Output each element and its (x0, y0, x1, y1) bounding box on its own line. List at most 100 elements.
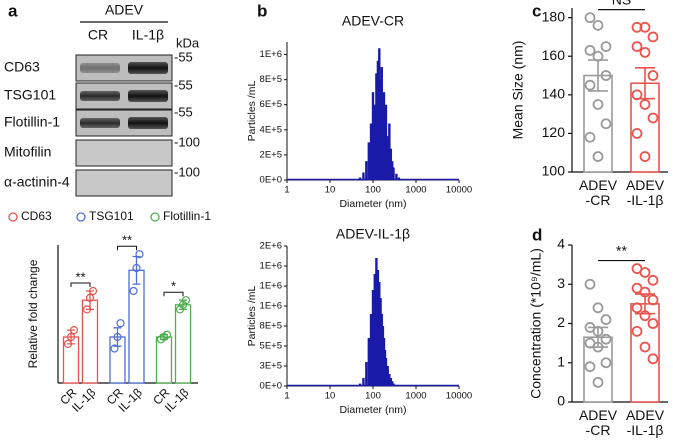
data-point (631, 128, 643, 139)
legend-marker (150, 212, 160, 222)
data-point (639, 267, 651, 278)
y-tick-label: 2E+5 (260, 149, 282, 160)
data-point (63, 339, 73, 348)
protein-label: TSG101 (4, 87, 56, 103)
chart-title: ADEV-IL-1β (336, 226, 410, 242)
data-point (584, 131, 596, 143)
y-tick-label: 0 (557, 393, 565, 409)
legend-label: CD63 (21, 209, 52, 223)
data-point (69, 326, 79, 335)
y-tick-label: 2E+6 (260, 241, 282, 252)
y-tick-label: 0E+0 (260, 381, 282, 392)
data-point (584, 45, 596, 56)
histogram-bar (378, 48, 381, 180)
y-tick-label: 120 (542, 124, 566, 140)
significance-label: * (171, 279, 176, 294)
data-point (631, 325, 643, 337)
histogram-bar (391, 161, 394, 180)
histogram-bar (395, 384, 398, 386)
histogram-bar (391, 381, 394, 386)
data-point (647, 112, 659, 124)
data-point (135, 250, 144, 259)
data-point (600, 314, 612, 325)
histogram-bar (384, 104, 388, 180)
histogram-bar (397, 177, 401, 180)
y-tick-label: 160 (542, 47, 566, 63)
histogram-bar (369, 123, 373, 180)
y-tick-label: 1E+6 (260, 281, 282, 292)
data-point (584, 361, 596, 373)
histogram-bar (358, 383, 362, 386)
protein-label: α-actinin-4 (4, 174, 70, 190)
data-point (116, 319, 125, 328)
y-tick-label: 140 (542, 86, 566, 102)
x-tick-label: ADEV -CR (578, 177, 618, 208)
blot-band (128, 90, 168, 102)
mw-marker: -100 (174, 164, 200, 179)
histogram-bar (367, 142, 371, 180)
y-tick-label: 5E+5 (260, 341, 282, 352)
histogram-bar (358, 177, 362, 180)
histogram-bar (369, 314, 373, 386)
legend-marker (76, 212, 86, 222)
histogram-bar (373, 104, 376, 180)
blot-band (80, 63, 120, 73)
data-point (584, 278, 596, 290)
histogram-bar (379, 298, 382, 386)
x-tick-label: 100 (365, 185, 381, 196)
x-tick-label: 1 (284, 391, 289, 402)
data-point (639, 341, 651, 353)
error-bar (588, 59, 608, 92)
data-point (600, 70, 612, 81)
data-point (631, 21, 643, 33)
x-tick-label: 1000 (405, 391, 426, 402)
data-point (631, 302, 643, 314)
data-point (647, 294, 659, 306)
y-tick-label: 1E+6 (260, 49, 282, 60)
histogram-bar (375, 73, 378, 180)
chart-title: ADEV-CR (342, 13, 404, 29)
mw-marker: -55 (174, 49, 193, 64)
data-point (592, 151, 604, 162)
y-tick-label: 8E+5 (260, 74, 282, 85)
histogram-bar (362, 172, 365, 180)
x-axis-label: Diameter (nm) (339, 198, 406, 210)
data-point (66, 332, 76, 342)
x-tick-label: 100 (365, 391, 381, 402)
y-axis-label: Particles /mL (246, 286, 258, 347)
blot-group: ADEV (105, 2, 144, 18)
data-point (181, 296, 191, 305)
histogram-bar (375, 258, 378, 386)
protein-label: CD63 (4, 59, 40, 75)
y-axis-label: Mean Size (nm) (510, 41, 526, 140)
data-point (639, 46, 651, 58)
data-point (592, 19, 604, 31)
y-tick-label: 3E+5 (260, 361, 282, 372)
y-axis-label: Particles /mL (246, 81, 258, 142)
data-point (647, 274, 659, 286)
x-tick-label: ADEV -IL-1β (625, 177, 665, 208)
histogram-bar (384, 358, 388, 386)
x-tick-label: ADEV -IL-1β (625, 407, 665, 438)
blot-unit: kDa (176, 35, 200, 50)
data-point (639, 151, 651, 162)
data-point (592, 376, 604, 388)
data-point (647, 31, 659, 43)
y-tick-label: 1E+6 (260, 301, 282, 312)
x-tick-label: 10000 (446, 391, 472, 402)
lane-label: CR (88, 27, 108, 43)
legend-label: Flotillin-1 (163, 209, 211, 223)
blot-strip (75, 139, 173, 167)
panel-label: d (532, 225, 542, 244)
data-point (584, 12, 596, 24)
data-point (88, 286, 98, 296)
data-point (647, 70, 659, 81)
y-tick-label: 180 (542, 8, 566, 24)
data-point (82, 305, 92, 314)
y-tick-label: 3 (557, 275, 565, 291)
mw-marker: -55 (174, 77, 193, 92)
data-point (162, 330, 172, 339)
x-tick-label: ADEV -CR (578, 407, 618, 438)
panel-label: b (257, 1, 267, 20)
